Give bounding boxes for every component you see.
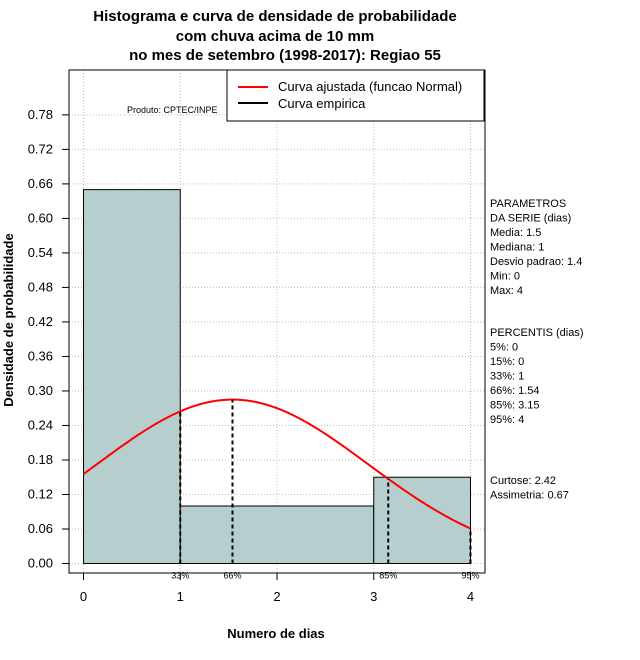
side-panel-line: PARAMETROS [490,198,566,210]
y-tick-label: 0.00 [28,556,53,571]
y-tick-label: 0.60 [28,210,53,225]
x-axis: 0 1 2 3 4 [80,572,474,604]
y-tick-label: 0.24 [28,417,53,432]
side-panel-line: Mediana: 1 [490,242,544,254]
x-tick-label: 3 [370,589,377,604]
y-tick-label: 0.18 [28,452,53,467]
y-axis: 0.00 0.06 0.12 0.18 0.24 0.30 0.36 0.42 0.48 0.54… [28,107,70,571]
side-panel-line: Max: 4 [490,285,523,297]
x-tick-label: 0 [80,589,87,604]
y-tick-label: 0.48 [28,279,53,294]
x-tick-label: 1 [177,589,184,604]
y-tick-label: 0.78 [28,107,53,122]
percentile-label: 66% [223,571,241,581]
legend-label-empirical: Curva empirica [278,96,366,111]
product-credit: Produto: CPTEC/INPE [127,105,218,115]
percentile-label: 85% [379,571,397,581]
y-tick-label: 0.72 [28,141,53,156]
fitted-curve-layer [82,398,471,530]
y-axis-title: Densidade de probabilidade [1,233,16,406]
y-tick-label: 0.06 [28,521,53,536]
y-tick-label: 0.36 [28,348,53,363]
fitted-normal-curve [82,398,471,530]
side-panel-line: 85%: 3.15 [490,400,540,412]
legend-box [226,69,485,122]
side-panel-line: 66%: 1.54 [490,385,540,397]
side-panel-line: Curtose: 2.42 [490,475,556,487]
chart-title-line-2: com chuva acima de 10 mm [176,28,374,45]
side-panel-line: DA SERIE (dias) [490,213,571,225]
legend: Curva ajustada (funcao Normal) Curva emp… [226,69,485,122]
x-tick-label: 4 [467,589,474,604]
side-panel-line: Min: 0 [490,271,520,283]
histogram-bars [83,189,471,565]
series-parameters-panel: PARAMETROS DA SERIE (dias) Media: 1.5 Med… [490,198,582,297]
side-panel-line: Assimetria: 0.67 [490,490,569,502]
chart-title: Histograma e curva de densidade de proba… [93,8,456,64]
chart-title-line-3: no mes de setembro (1998-2017): Regiao 5… [129,47,441,64]
side-panel-line: Media: 1.5 [490,227,541,239]
shape-stats-panel: Curtose: 2.42 Assimetria: 0.67 [490,475,569,502]
y-tick-label: 0.12 [28,486,53,501]
side-panel-line: Desvio padrao: 1.4 [490,256,582,268]
y-tick-label: 0.54 [28,245,53,260]
histogram-bar [179,505,375,565]
y-tick-label: 0.30 [28,383,53,398]
x-axis-title: Numero de dias [227,626,325,641]
percentiles-panel: PERCENTIS (dias) 5%: 0 15%: 0 33%: 1 66%… [490,327,584,426]
histogram-bar [83,189,181,565]
side-panel-line: 15%: 0 [490,356,524,368]
side-panel-line: PERCENTIS (dias) [490,327,584,339]
x-tick-label: 2 [273,589,280,604]
y-tick-label: 0.66 [28,176,53,191]
y-tick-label: 0.42 [28,314,53,329]
side-panel-line: 95%: 4 [490,414,524,426]
side-panel-line: 5%: 0 [490,342,518,354]
side-panel-line: 33%: 1 [490,371,524,383]
chart-title-line-1: Histograma e curva de densidade de proba… [93,8,456,25]
legend-label-fitted: Curva ajustada (funcao Normal) [278,79,462,94]
